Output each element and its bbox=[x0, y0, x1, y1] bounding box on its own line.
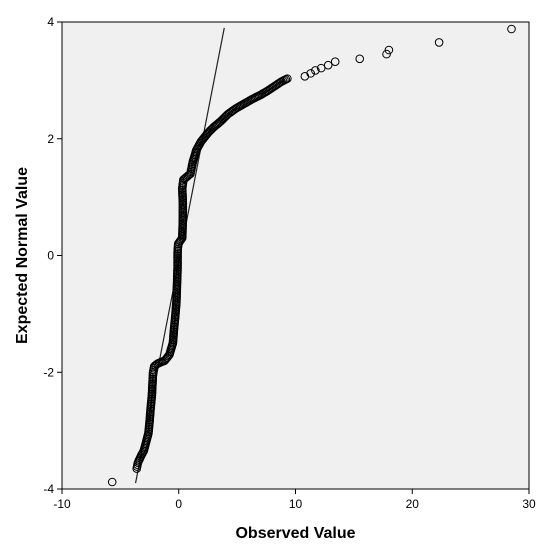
y-tick-label: -4 bbox=[43, 482, 54, 496]
data-point bbox=[316, 63, 326, 73]
data-point bbox=[281, 75, 291, 84]
y-tick-label: -2 bbox=[43, 365, 54, 379]
plot-area bbox=[61, 21, 530, 490]
data-point bbox=[382, 49, 391, 59]
x-tick-label: 30 bbox=[522, 497, 536, 511]
data-point bbox=[152, 360, 161, 369]
x-tick-label: 0 bbox=[175, 497, 182, 511]
data-point bbox=[107, 477, 117, 487]
data-point bbox=[384, 45, 394, 55]
y-axis-title: Expected Normal Value bbox=[14, 167, 31, 344]
data-points bbox=[107, 24, 516, 487]
data-point bbox=[434, 38, 444, 47]
x-tick-label: 20 bbox=[406, 497, 420, 511]
x-tick-label: 10 bbox=[289, 497, 303, 511]
data-point bbox=[173, 239, 183, 249]
data-point bbox=[355, 54, 365, 64]
x-axis-title: Observed Value bbox=[235, 525, 355, 542]
data-point bbox=[306, 69, 315, 78]
data-point bbox=[507, 24, 516, 34]
axes: -10 0 10 20 30 -4 -2 0 2 4 bbox=[43, 15, 536, 511]
y-tick-label: 0 bbox=[47, 249, 54, 263]
data-point bbox=[283, 74, 292, 83]
data-point bbox=[323, 60, 333, 70]
data-point bbox=[330, 57, 340, 66]
y-tick-label: 4 bbox=[47, 15, 54, 29]
x-tick-label: -10 bbox=[53, 497, 71, 511]
data-point bbox=[175, 236, 185, 246]
y-tick-label: 2 bbox=[47, 132, 54, 146]
data-point bbox=[311, 66, 320, 75]
